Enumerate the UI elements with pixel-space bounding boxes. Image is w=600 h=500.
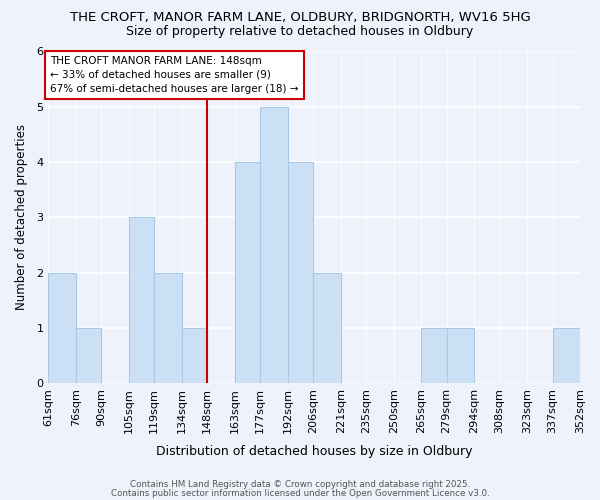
Bar: [553, 328, 580, 384]
Text: Contains HM Land Registry data © Crown copyright and database right 2025.: Contains HM Land Registry data © Crown c…: [130, 480, 470, 489]
Bar: [76, 328, 101, 384]
Bar: [446, 328, 474, 384]
Bar: [129, 218, 154, 384]
Bar: [182, 328, 207, 384]
Text: Contains public sector information licensed under the Open Government Licence v3: Contains public sector information licen…: [110, 489, 490, 498]
Text: Size of property relative to detached houses in Oldbury: Size of property relative to detached ho…: [127, 25, 473, 38]
Bar: [287, 162, 313, 384]
Text: THE CROFT, MANOR FARM LANE, OLDBURY, BRIDGNORTH, WV16 5HG: THE CROFT, MANOR FARM LANE, OLDBURY, BRI…: [70, 12, 530, 24]
Bar: [421, 328, 446, 384]
Y-axis label: Number of detached properties: Number of detached properties: [15, 124, 28, 310]
Bar: [154, 273, 182, 384]
Bar: [260, 107, 287, 384]
Text: THE CROFT MANOR FARM LANE: 148sqm
← 33% of detached houses are smaller (9)
67% o: THE CROFT MANOR FARM LANE: 148sqm ← 33% …: [50, 56, 299, 94]
Bar: [235, 162, 260, 384]
X-axis label: Distribution of detached houses by size in Oldbury: Distribution of detached houses by size …: [156, 444, 472, 458]
Bar: [49, 273, 76, 384]
Bar: [313, 273, 341, 384]
